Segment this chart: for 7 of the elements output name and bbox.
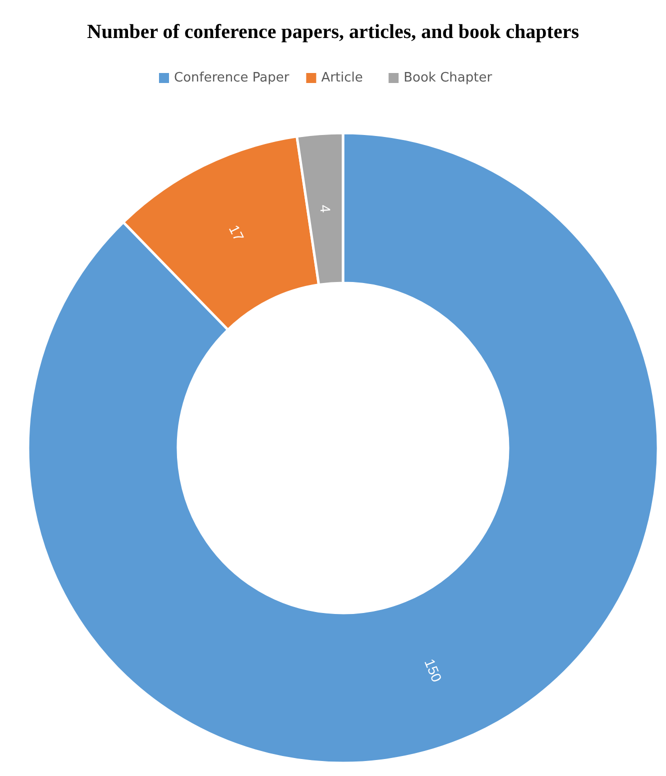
legend-label: Article <box>321 70 363 86</box>
legend-label: Book Chapter <box>404 70 493 86</box>
chart-title: Number of conference papers, articles, and book chapters <box>87 21 580 43</box>
legend-label: Conference Paper <box>174 70 290 86</box>
data-label: 17 <box>226 222 248 244</box>
data-label: 4 <box>317 204 334 214</box>
data-label: 150 <box>422 656 446 684</box>
